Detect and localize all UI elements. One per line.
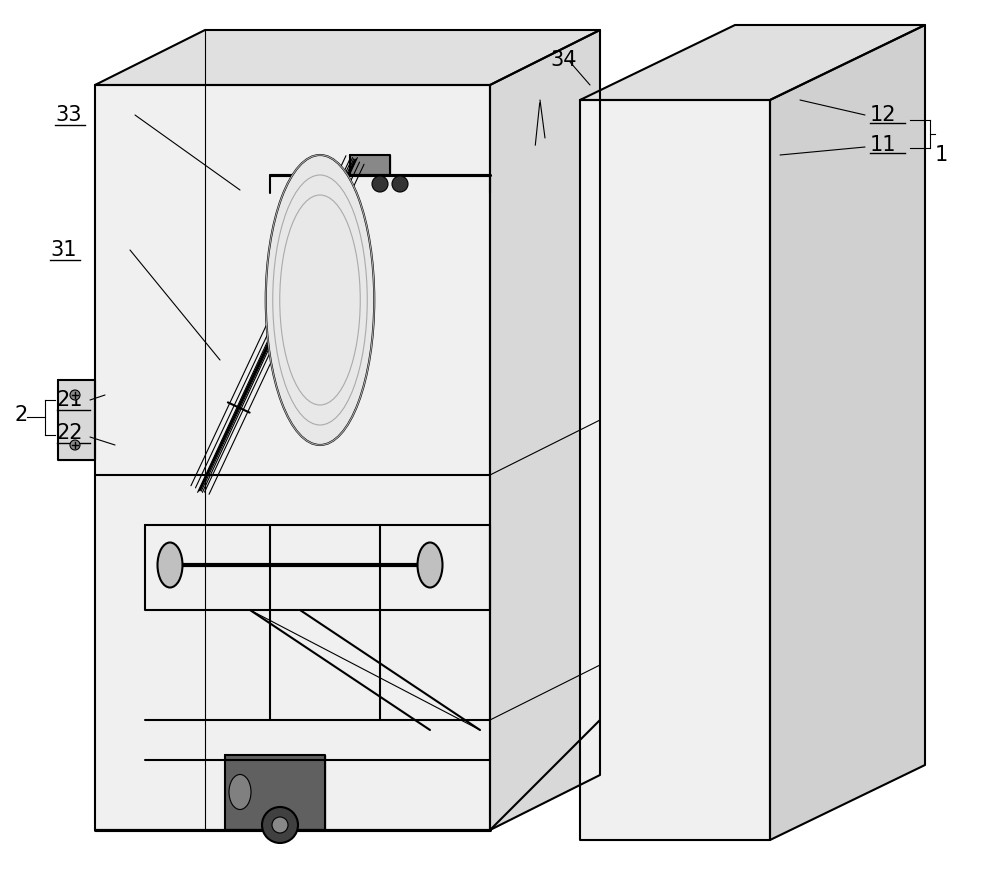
Text: 2: 2	[15, 405, 28, 425]
Circle shape	[372, 176, 388, 192]
Ellipse shape	[418, 542, 442, 588]
Text: 11: 11	[870, 135, 896, 155]
Circle shape	[262, 807, 298, 843]
Polygon shape	[95, 30, 600, 85]
Ellipse shape	[158, 542, 182, 588]
Circle shape	[272, 817, 288, 833]
Ellipse shape	[229, 774, 251, 809]
Ellipse shape	[266, 155, 374, 445]
Polygon shape	[580, 100, 770, 840]
Text: 31: 31	[50, 240, 76, 260]
Polygon shape	[490, 30, 600, 830]
Polygon shape	[350, 155, 390, 175]
Circle shape	[70, 440, 80, 450]
Text: 12: 12	[870, 105, 896, 125]
Polygon shape	[95, 85, 490, 830]
Circle shape	[70, 390, 80, 400]
Text: 22: 22	[57, 423, 84, 443]
Text: 34: 34	[550, 50, 576, 70]
Polygon shape	[225, 755, 325, 830]
Text: 1: 1	[935, 145, 948, 165]
Text: 21: 21	[57, 390, 84, 410]
Polygon shape	[580, 25, 925, 100]
Circle shape	[392, 176, 408, 192]
Polygon shape	[770, 25, 925, 840]
Text: 33: 33	[55, 105, 82, 125]
Polygon shape	[58, 380, 95, 460]
